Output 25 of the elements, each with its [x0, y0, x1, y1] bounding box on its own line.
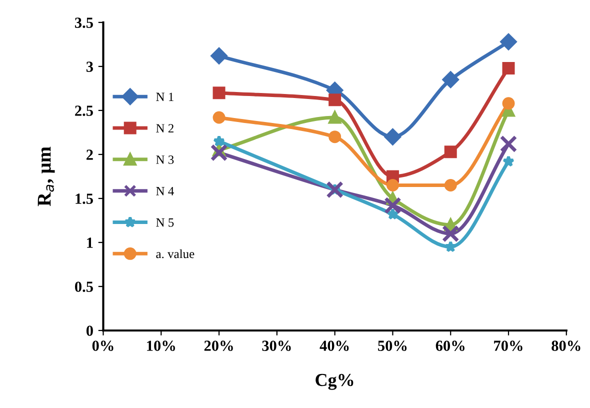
x-tick-label: 20% — [204, 340, 233, 352]
x-tick-label: 50% — [378, 340, 407, 352]
legend-label: N 5 — [156, 218, 174, 227]
y-tick-label: 2 — [86, 150, 93, 160]
x-tick-label: 80% — [552, 340, 580, 352]
y-tick-label: 2.5 — [75, 106, 93, 116]
y-tick-label: 0.5 — [75, 282, 93, 292]
y-axis-title: R$_{a}$, μm — [38, 146, 55, 206]
y-tick-label: 3.5 — [75, 18, 93, 28]
x-tick-label: 30% — [262, 340, 291, 352]
x-tick-label: 60% — [436, 340, 464, 352]
x-tick-label: 40% — [320, 340, 349, 352]
x-tick-label: 70% — [494, 340, 522, 352]
legend-label: a. value — [156, 249, 194, 258]
legend-label: N 2 — [156, 124, 174, 132]
legend-label: N 4 — [156, 186, 174, 196]
y-tick-label: 1.5 — [76, 194, 93, 204]
legend-label: N 1 — [156, 92, 174, 101]
y-tick-label: 0 — [86, 326, 93, 336]
y-tick-label: 1 — [87, 238, 93, 248]
legend-label: N 3 — [156, 156, 174, 164]
x-tick-label: 10% — [147, 340, 175, 352]
y-tick-label: 3 — [86, 62, 94, 72]
x-axis-title: Cg% — [316, 374, 354, 390]
x-tick-label: 0% — [92, 340, 114, 352]
